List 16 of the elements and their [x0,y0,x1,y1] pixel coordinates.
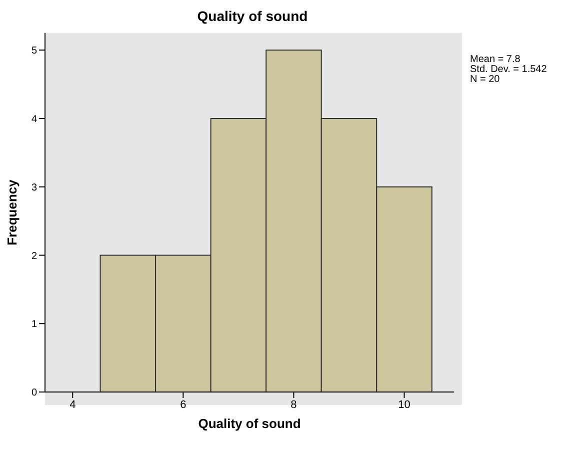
x-axis-title: Quality of sound [198,416,301,431]
y-tick-label: 5 [31,46,38,57]
y-tick-label: 2 [31,250,38,262]
text: N = 20 [470,74,500,85]
y-tick-label: 4 [31,114,38,126]
chart-title: Quality of sound [196,8,309,24]
x-tick-label: 10 [398,398,410,411]
y-axis-title: Frequency [4,178,20,246]
x-tick-label: 6 [180,398,186,411]
y-tick-label: 1 [31,319,38,330]
text: Std. Dev. = 1.542 [470,64,547,75]
x-tick-label: 4 [70,398,76,411]
y-tick-label: 0 [31,388,38,399]
y-tick-label: 3 [31,182,38,194]
x-tick-label: 8 [290,398,297,411]
text: Mean = 7.8 [470,54,520,65]
